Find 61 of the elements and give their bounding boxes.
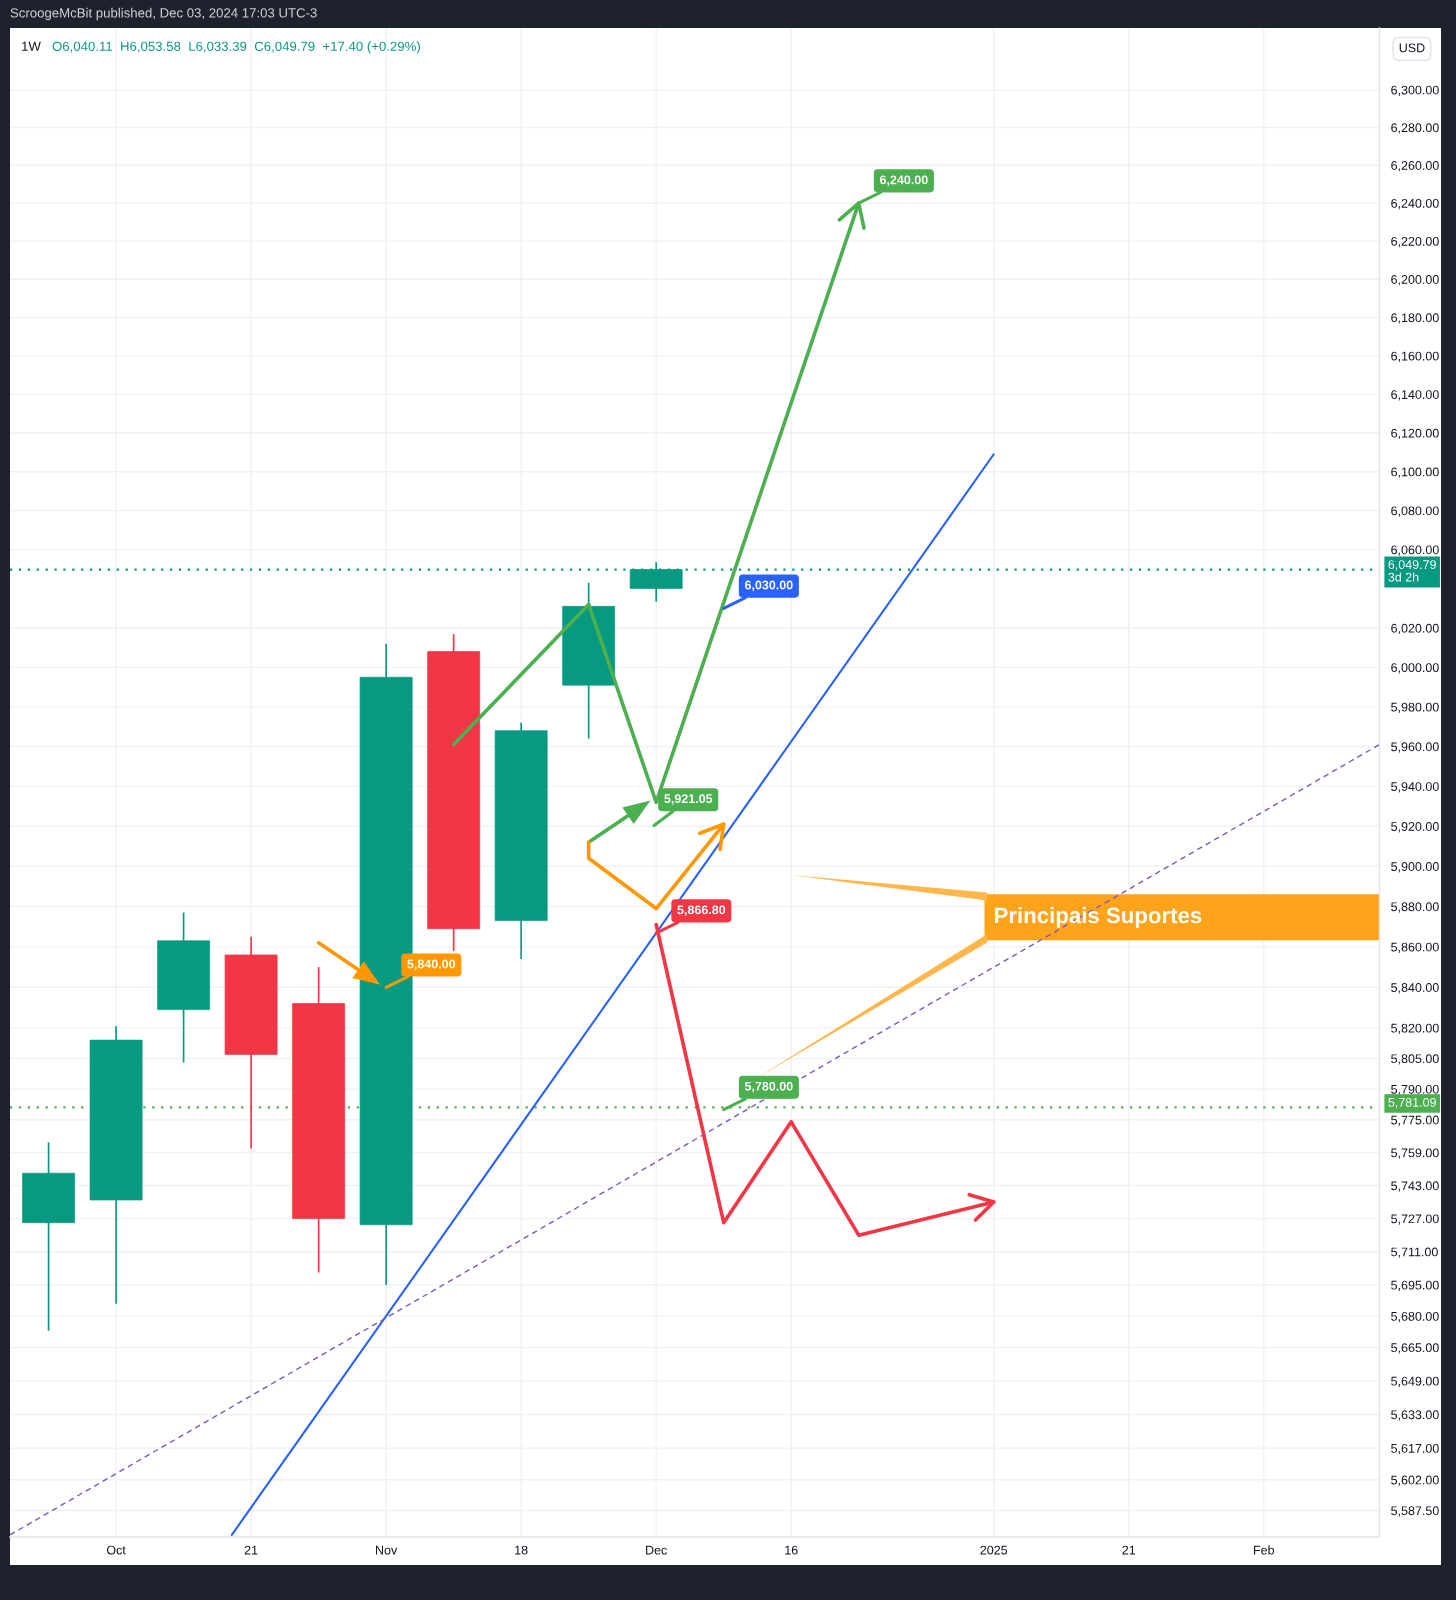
y-tick-label: 5,665.00 (1391, 1343, 1439, 1354)
y-tick-label: 5,940.00 (1391, 782, 1439, 793)
x-tick-label: 21 (1122, 1545, 1136, 1555)
annotation: 5,840.00 (407, 959, 456, 971)
y-tick-label: 5,680.00 (1391, 1311, 1439, 1323)
x-tick-label: 18 (515, 1545, 528, 1555)
text: ScroogeMcBit published, Dec 03, 2024 17:03 UTC-3 (10, 7, 317, 21)
y-axis-title: USD (1399, 43, 1425, 53)
annotation: 5,866.80 (677, 905, 726, 917)
y-tick-label: 6,280.00 (1391, 123, 1439, 134)
y-tick-label: 5,805.00 (1391, 1054, 1439, 1065)
x-tick-label: Oct (106, 1545, 126, 1555)
y-tick-label: 6,140.00 (1391, 390, 1439, 401)
annotation: 6,030.00 (744, 580, 793, 592)
ref-line-label: 5,781.09 (1388, 1097, 1436, 1109)
y-tick-label: 5,900.00 (1391, 862, 1439, 873)
y-tick-label: 6,120.00 (1391, 428, 1439, 440)
x-tick-label: 2025 (980, 1545, 1008, 1555)
text: 1W (22, 41, 41, 51)
annotation: Principais Suportes (995, 906, 1202, 928)
annotation: 5,780.00 (744, 1081, 793, 1093)
x-tick-label: 16 (785, 1545, 798, 1555)
y-tick-label: 6,180.00 (1391, 313, 1439, 324)
x-tick-label: Dec (646, 1545, 667, 1555)
y-tick-label: 5,860.00 (1391, 942, 1439, 953)
y-tick-label: 5,711.00 (1391, 1247, 1438, 1258)
y-tick-label: 5,790.00 (1391, 1084, 1439, 1096)
y-tick-label: 6,240.00 (1391, 198, 1439, 210)
y-tick-label: 5,743.00 (1391, 1181, 1439, 1192)
y-tick-label: 6,160.00 (1391, 351, 1439, 362)
y-tick-label: 6,080.00 (1391, 506, 1439, 517)
y-tick-label: 5,602.00 (1391, 1475, 1439, 1486)
y-tick-label: 6,000.00 (1391, 663, 1439, 674)
y-tick-label: 5,649.00 (1391, 1376, 1439, 1388)
y-tick-label: 5,633.00 (1391, 1410, 1439, 1421)
x-tick-label: Nov (376, 1545, 398, 1555)
y-tick-label: 6,060.00 (1391, 545, 1439, 556)
y-tick-label: 6,100.00 (1391, 467, 1439, 478)
y-tick-label: 5,880.00 (1391, 902, 1439, 913)
y-tick-label: 5,920.00 (1391, 822, 1439, 833)
y-tick-label: 6,220.00 (1391, 236, 1439, 248)
y-tick-label: 5,617.00 (1391, 1443, 1439, 1455)
annotation: 5,921.05 (664, 794, 713, 805)
y-tick-label: 5,775.00 (1391, 1115, 1439, 1126)
y-tick-label: 5,820.00 (1391, 1023, 1439, 1035)
y-tick-label: 5,759.00 (1391, 1148, 1439, 1159)
y-tick-label: 6,260.00 (1391, 161, 1439, 172)
ref-line-label: 6,049.79 3d 2h (1388, 560, 1436, 582)
y-tick-label: 6,200.00 (1391, 275, 1439, 286)
y-tick-label: 5,960.00 (1391, 742, 1439, 753)
y-tick-label: 5,727.00 (1391, 1214, 1439, 1225)
y-tick-label: 6,020.00 (1391, 623, 1439, 635)
x-tick-label: 21 (244, 1545, 258, 1555)
text: O6,040.11 H6,053.58 L6,033.39 C6,049.79 +17.40 (+0.29%) (52, 41, 420, 54)
annotation: 6,240.00 (879, 175, 928, 187)
y-tick-label: 5,695.00 (1391, 1280, 1439, 1292)
x-tick-label: Feb (1254, 1545, 1275, 1555)
y-tick-label: 5,840.00 (1391, 983, 1439, 994)
y-tick-label: 6,300.00 (1391, 85, 1439, 96)
y-tick-label: 5,980.00 (1391, 702, 1439, 714)
y-tick-label: 5,587.50 (1391, 1506, 1439, 1517)
